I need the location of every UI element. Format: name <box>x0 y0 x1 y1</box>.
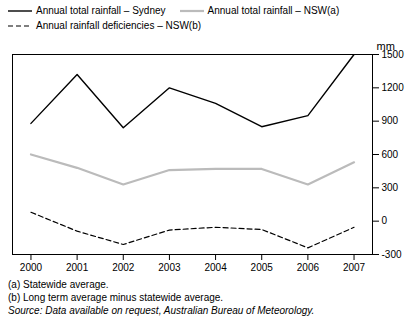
svg-text:900: 900 <box>382 115 399 126</box>
svg-text:mm: mm <box>377 40 395 52</box>
html-text:Annual total rainfall – NSW(a): Annual total rainfall – NSW(a) <box>207 5 340 16</box>
svg-text:2003: 2003 <box>158 262 181 273</box>
svg-text:2007: 2007 <box>343 262 366 273</box>
html-text:Annual rainfall deficiencies –: Annual rainfall deficiencies – NSW(b) <box>36 20 202 31</box>
html-text:(a) Statewide average.: (a) Statewide average. <box>8 279 109 290</box>
svg-text:2004: 2004 <box>204 262 227 273</box>
html-text:Source: Data available on requ: Source: Data available on request, Austr… <box>8 305 315 316</box>
html-text:Annual total rainfall – Sydney: Annual total rainfall – Sydney <box>36 5 166 16</box>
svg-text:2000: 2000 <box>20 262 43 273</box>
svg-text:600: 600 <box>382 149 399 160</box>
html-text:(b) Long term average minus st: (b) Long term average minus statewide av… <box>8 292 224 303</box>
svg-text:0: 0 <box>382 215 388 226</box>
svg-text:2006: 2006 <box>297 262 320 273</box>
svg-text:-300: -300 <box>382 249 402 260</box>
svg-text:2005: 2005 <box>251 262 274 273</box>
svg-text:300: 300 <box>382 182 399 193</box>
svg-text:2001: 2001 <box>66 262 89 273</box>
svg-text:2002: 2002 <box>112 262 135 273</box>
svg-text:1500: 1500 <box>381 48 404 60</box>
svg-text:1200: 1200 <box>382 82 405 93</box>
